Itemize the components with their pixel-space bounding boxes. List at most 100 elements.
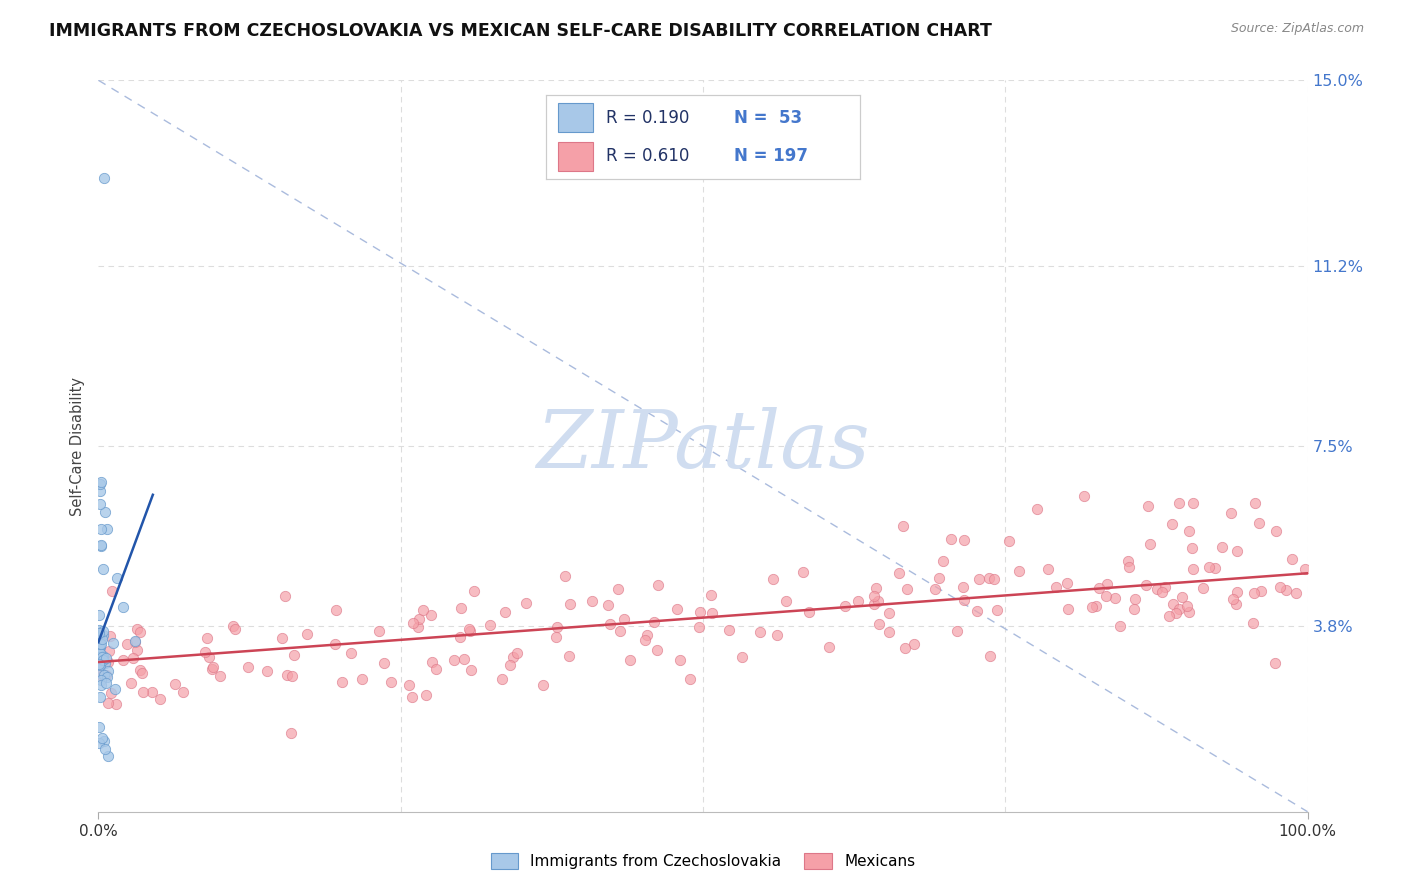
- Point: [89, 607, 111, 622]
- Point: [89, 646, 111, 660]
- Point: [339, 646, 361, 660]
- Point: [105, 697, 128, 711]
- Point: [643, 615, 665, 629]
- Point: [122, 651, 145, 665]
- Point: [688, 620, 710, 634]
- Point: [679, 673, 702, 687]
- Point: [449, 630, 471, 644]
- Point: [420, 655, 443, 669]
- Point: [1088, 581, 1111, 595]
- Point: [90, 638, 112, 652]
- Point: [96, 670, 118, 684]
- Point: [1294, 561, 1316, 575]
- Point: [98, 629, 121, 643]
- Point: [89, 623, 111, 637]
- Point: [1160, 516, 1182, 531]
- Point: [1211, 540, 1233, 554]
- Point: [634, 633, 657, 648]
- Point: [419, 607, 441, 622]
- Point: [1081, 599, 1104, 614]
- Point: [89, 476, 111, 491]
- Point: [1122, 602, 1144, 616]
- Point: [558, 597, 581, 611]
- Point: [280, 726, 302, 740]
- Point: [93, 734, 115, 748]
- Point: [1182, 496, 1205, 510]
- Point: [1036, 562, 1059, 576]
- Point: [463, 584, 485, 599]
- Point: [613, 612, 636, 626]
- Point: [195, 632, 218, 646]
- Point: [1135, 578, 1157, 592]
- Point: [1045, 580, 1067, 594]
- Point: [669, 653, 692, 667]
- Point: [479, 617, 502, 632]
- Point: [1243, 585, 1265, 599]
- Point: [325, 637, 347, 651]
- Point: [647, 643, 669, 657]
- Point: [91, 624, 114, 638]
- Point: [1198, 559, 1220, 574]
- Point: [90, 673, 112, 687]
- Point: [208, 669, 231, 683]
- Point: [97, 696, 120, 710]
- Point: [94, 676, 117, 690]
- Point: [1057, 601, 1080, 615]
- Point: [276, 667, 298, 681]
- Point: [606, 582, 628, 596]
- Point: [1157, 609, 1180, 624]
- Point: [97, 644, 120, 658]
- Point: [238, 660, 260, 674]
- Point: [141, 685, 163, 699]
- Point: [1241, 616, 1264, 631]
- Point: [352, 673, 374, 687]
- Point: [792, 565, 814, 579]
- Point: [89, 497, 111, 511]
- Point: [1177, 524, 1199, 539]
- Point: [498, 657, 520, 672]
- Point: [91, 649, 114, 664]
- Point: [1085, 599, 1108, 613]
- Point: [96, 523, 118, 537]
- Point: [270, 631, 292, 645]
- Point: [115, 637, 138, 651]
- Point: [415, 689, 437, 703]
- Text: IMMIGRANTS FROM CZECHOSLOVAKIA VS MEXICAN SELF-CARE DISABILITY CORRELATION CHART: IMMIGRANTS FROM CZECHOSLOVAKIA VS MEXICA…: [49, 22, 993, 40]
- Point: [1008, 565, 1031, 579]
- Point: [1123, 592, 1146, 607]
- Point: [274, 589, 297, 603]
- Point: [101, 636, 124, 650]
- Point: [863, 589, 886, 603]
- Point: [666, 602, 689, 616]
- Point: [865, 581, 887, 595]
- Point: [494, 605, 516, 619]
- Point: [1219, 506, 1241, 520]
- Point: [1116, 554, 1139, 568]
- Point: [554, 569, 576, 583]
- Point: [1109, 619, 1132, 633]
- Point: [93, 667, 115, 681]
- Point: [647, 578, 669, 592]
- Point: [730, 649, 752, 664]
- Point: [124, 634, 146, 648]
- Point: [120, 676, 142, 690]
- Point: [90, 669, 112, 683]
- Point: [1118, 559, 1140, 574]
- Point: [373, 656, 395, 670]
- Point: [1097, 576, 1119, 591]
- Point: [100, 686, 122, 700]
- Point: [599, 617, 621, 632]
- Point: [863, 597, 886, 611]
- Point: [1285, 586, 1308, 600]
- Point: [1281, 552, 1303, 566]
- Point: [194, 645, 217, 659]
- Point: [283, 648, 305, 662]
- Point: [749, 624, 772, 639]
- Point: [94, 741, 117, 756]
- Point: [952, 580, 974, 594]
- Point: [946, 624, 969, 638]
- Point: [398, 678, 420, 692]
- Point: [89, 690, 111, 704]
- Point: [89, 657, 111, 671]
- Point: [766, 628, 789, 642]
